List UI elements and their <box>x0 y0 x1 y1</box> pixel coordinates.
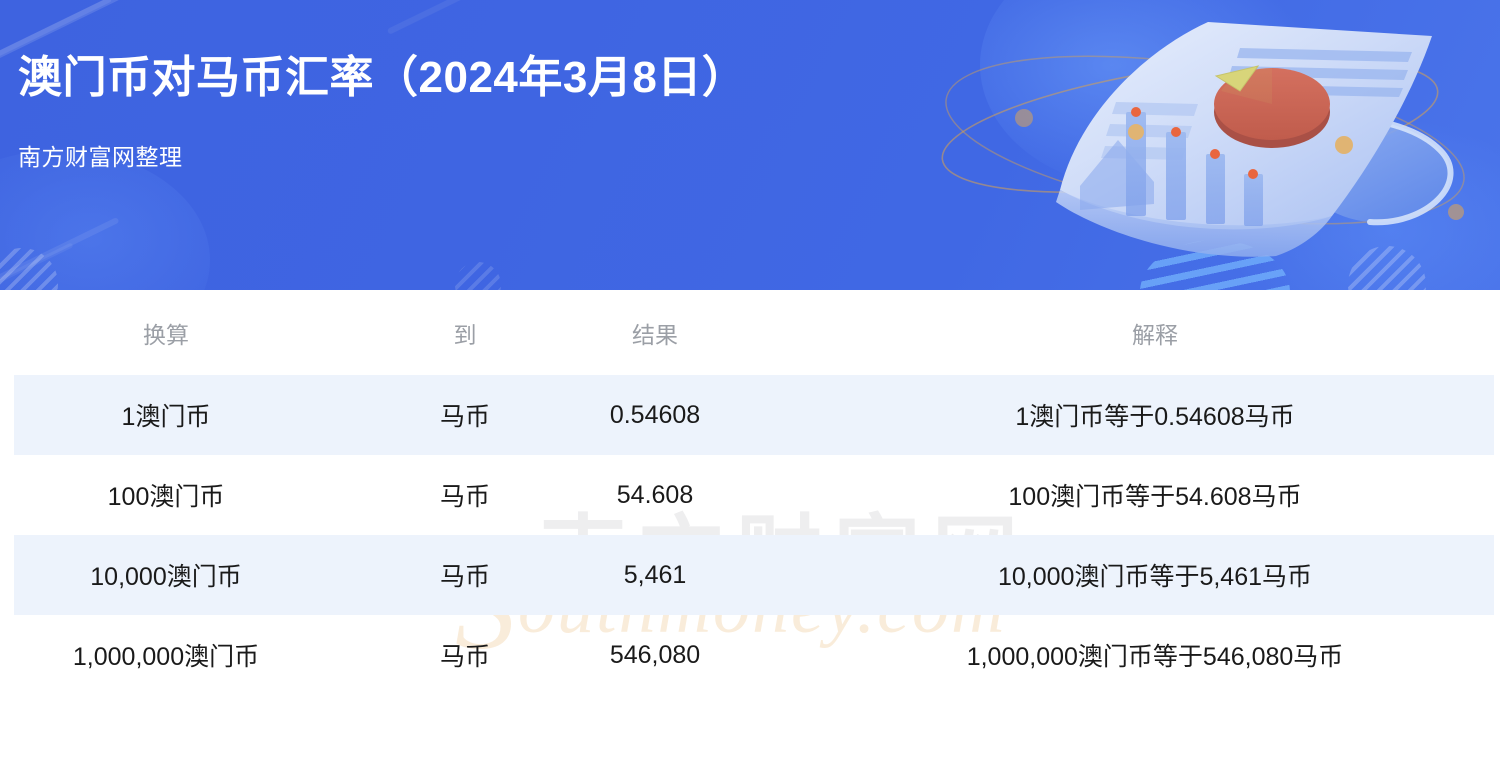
column-header-to: 到 <box>453 321 477 348</box>
page-subtitle: 南方财富网整理 <box>18 143 183 170</box>
decor-hatch-circle-center <box>455 262 501 290</box>
column-header-explanation: 解释 <box>1132 321 1178 348</box>
cell-result: 546,080 <box>609 640 701 669</box>
table-row: 10,000澳门币 马币 5,461 10,000澳门币等于5,461马币 <box>0 535 1500 615</box>
column-header-result: 结果 <box>632 321 678 348</box>
cell-result: 54.608 <box>616 480 694 509</box>
table-row: 100澳门币 马币 54.608 100澳门币等于54.608马币 <box>0 455 1500 535</box>
cell-to: 马币 <box>439 483 490 511</box>
cell-result: 5,461 <box>560 535 830 615</box>
cell-to: 马币 <box>380 535 560 615</box>
cell-convert: 100澳门币 <box>107 483 225 511</box>
cell-to: 马币 <box>380 375 560 455</box>
page-header-banner: 澳门币对马币汇率（2024年3月8日） 南方财富网整理 <box>0 0 1500 290</box>
cell-explanation: 100澳门币等于54.608马币 <box>1008 483 1302 511</box>
table-body: 1澳门币 马币 0.54608 1澳门币等于0.54608马币 100澳门币 马… <box>0 375 1500 695</box>
cell-explanation: 1澳门币等于0.54608马币 <box>830 375 1500 455</box>
table-row: 1澳门币 马币 0.54608 1澳门币等于0.54608马币 <box>0 375 1500 455</box>
table-header-row: 换算 到 结果 解释 <box>0 290 1500 375</box>
cell-to: 马币 <box>439 643 490 671</box>
rate-table-section: 南方财富网 Southmoney.com 换算 到 结果 解释 1澳门币 马币 … <box>0 290 1500 776</box>
cell-explanation: 1,000,000澳门币等于546,080马币 <box>966 643 1344 671</box>
table-row: 1,000,000澳门币 马币 546,080 1,000,000澳门币等于54… <box>0 615 1500 695</box>
report-document-chart-illustration <box>940 0 1500 290</box>
cell-convert: 1澳门币 <box>0 375 380 455</box>
cell-convert: 1,000,000澳门币 <box>72 643 260 671</box>
banner-text-block: 澳门币对马币汇率（2024年3月8日） 南方财富网整理 <box>18 52 918 172</box>
exchange-rate-table: 换算 到 结果 解释 1澳门币 马币 0.54608 1澳门币等于0.54608… <box>0 290 1500 695</box>
page-title: 澳门币对马币汇率（2024年3月8日） <box>18 53 747 102</box>
decor-streak-5 <box>386 0 534 35</box>
column-header-convert: 换算 <box>143 321 189 348</box>
cell-convert: 10,000澳门币 <box>0 535 380 615</box>
cell-explanation: 10,000澳门币等于5,461马币 <box>830 535 1500 615</box>
table-header: 换算 到 结果 解释 <box>0 290 1500 375</box>
cell-result: 0.54608 <box>560 375 830 455</box>
